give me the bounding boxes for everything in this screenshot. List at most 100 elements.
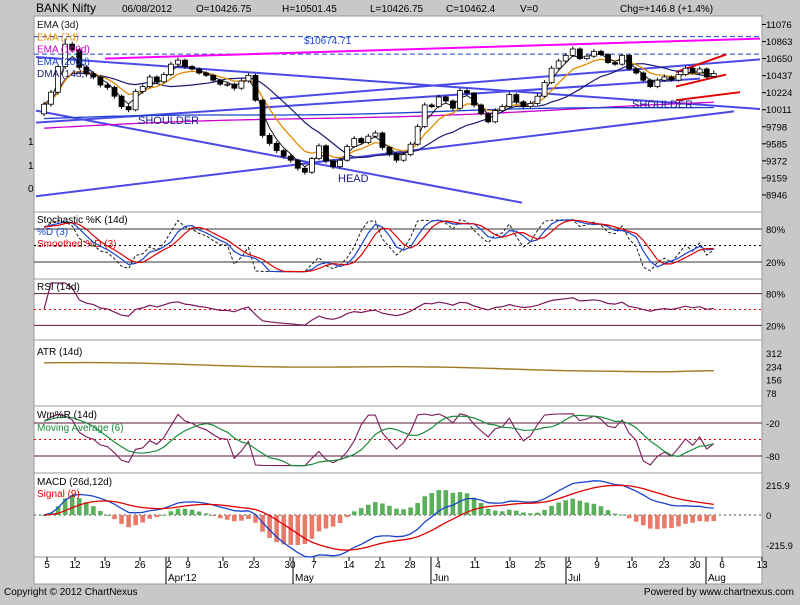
macd-histogram-bar xyxy=(373,502,378,515)
macd-histogram-bar xyxy=(612,513,618,515)
atr-tick-label: 156 xyxy=(766,376,782,387)
candle-down xyxy=(182,59,188,67)
macd-histogram-bar xyxy=(436,490,442,515)
candle-down xyxy=(252,74,259,101)
candle-up xyxy=(583,55,590,59)
candle-down xyxy=(393,153,400,161)
macd-histogram-bar xyxy=(309,515,315,539)
powered-by-link[interactable]: Powered by www.chartnexus.com xyxy=(643,587,794,598)
macd-histogram-bar xyxy=(648,515,653,529)
candle-up xyxy=(55,66,61,93)
price-tick-label: 10437 xyxy=(766,71,792,82)
candle-down xyxy=(428,104,435,107)
stoch-tick-label: 80% xyxy=(766,225,786,236)
candle-down xyxy=(125,106,132,111)
x-day-label: 9 xyxy=(185,560,191,571)
candle-up xyxy=(414,126,421,145)
candle-down xyxy=(668,76,675,81)
header-change: Chg=+146.8 (+1.4%) xyxy=(620,4,713,15)
macd-histogram-bar xyxy=(133,515,138,526)
candle-down xyxy=(464,90,470,94)
candle-down xyxy=(386,147,393,155)
candle-down xyxy=(287,155,294,161)
candle-down xyxy=(633,68,640,74)
x-day-label: 11 xyxy=(470,560,481,571)
x-day-label: 9 xyxy=(594,560,600,571)
x-month-label: Jul xyxy=(568,573,581,584)
macd-histogram-bar xyxy=(387,505,392,515)
candle-up xyxy=(41,103,47,115)
macd-histogram-bar xyxy=(295,515,301,545)
ema-200-line xyxy=(43,106,714,120)
macd-histogram-bar xyxy=(168,511,174,515)
x-month-label: Apr'12 xyxy=(168,573,197,584)
macd-histogram-bar xyxy=(697,515,702,522)
price-tick-label: 10224 xyxy=(766,88,792,99)
candle-up xyxy=(132,90,139,111)
macd-histogram-bar xyxy=(683,515,688,524)
candle-up xyxy=(160,74,167,83)
atr-line xyxy=(44,361,714,373)
candle-down xyxy=(605,54,611,63)
macd-histogram-bar xyxy=(492,510,498,515)
candle-down xyxy=(379,132,386,148)
macd-histogram-bar xyxy=(288,515,294,545)
header-volume: V=0 xyxy=(520,4,539,15)
candle-up xyxy=(710,73,717,77)
price-tick-label: 9585 xyxy=(766,139,787,150)
candle-up xyxy=(238,80,245,89)
macd-histogram-bar xyxy=(323,515,329,529)
pattern-annotation: HEAD xyxy=(338,173,369,185)
macd-line xyxy=(43,480,714,558)
pattern-annotation: SHOULDER xyxy=(138,115,199,127)
willr-tick-label: -20 xyxy=(766,419,780,430)
x-day-label: 25 xyxy=(534,560,546,571)
candle-down xyxy=(513,94,520,103)
macd-histogram-bar xyxy=(401,509,406,515)
macd-histogram-bar xyxy=(633,515,639,522)
macd-histogram-bar xyxy=(605,510,611,515)
stoch-legend-item: Stochastic %K (14d) xyxy=(37,215,128,226)
candle-down xyxy=(323,145,329,162)
ema-3-line xyxy=(43,53,714,168)
candle-down xyxy=(576,48,583,59)
macd-histogram-bar xyxy=(457,492,463,515)
atr-tick-label: 312 xyxy=(766,349,782,360)
ema-7-line xyxy=(43,58,714,159)
macd-histogram-bar xyxy=(210,515,216,516)
x-day-label: 12 xyxy=(69,560,81,571)
candle-up xyxy=(175,59,181,65)
macd-histogram-bar xyxy=(161,514,167,516)
macd-histogram-bar xyxy=(196,511,202,515)
candle-up xyxy=(435,96,442,107)
macd-histogram-bar xyxy=(225,515,230,520)
macd-histogram-bar xyxy=(669,515,674,529)
trendline xyxy=(35,55,761,110)
macd-histogram-bar xyxy=(584,502,590,515)
macd-histogram-bar xyxy=(246,515,251,520)
x-day-label: 2 xyxy=(566,560,572,571)
willr-ma-legend-item: Moving Average (6) xyxy=(37,423,124,434)
candle-up xyxy=(316,145,322,160)
price-tick-label: 10650 xyxy=(766,54,792,65)
candle-down xyxy=(203,72,210,76)
x-month-label: Jun xyxy=(433,573,449,584)
x-day-label: 23 xyxy=(248,560,260,571)
candle-down xyxy=(97,76,104,86)
x-day-label: 28 xyxy=(404,560,416,571)
x-day-label: 6 xyxy=(719,560,725,571)
candle-up xyxy=(407,143,414,156)
candle-down xyxy=(449,100,456,109)
header-high: H=10501.45 xyxy=(282,4,337,15)
candle-up xyxy=(654,79,661,87)
candle-up xyxy=(400,154,407,161)
macd-histogram-bar xyxy=(662,515,667,529)
candle-down xyxy=(330,160,336,168)
macd-histogram-bar xyxy=(154,515,160,518)
macd-histogram-bar xyxy=(549,505,554,515)
macd-histogram-bar xyxy=(528,513,533,515)
signal-line xyxy=(43,484,714,551)
price-tick-label: 11076 xyxy=(766,20,792,31)
candle-down xyxy=(485,113,492,123)
candle-up xyxy=(224,83,231,86)
